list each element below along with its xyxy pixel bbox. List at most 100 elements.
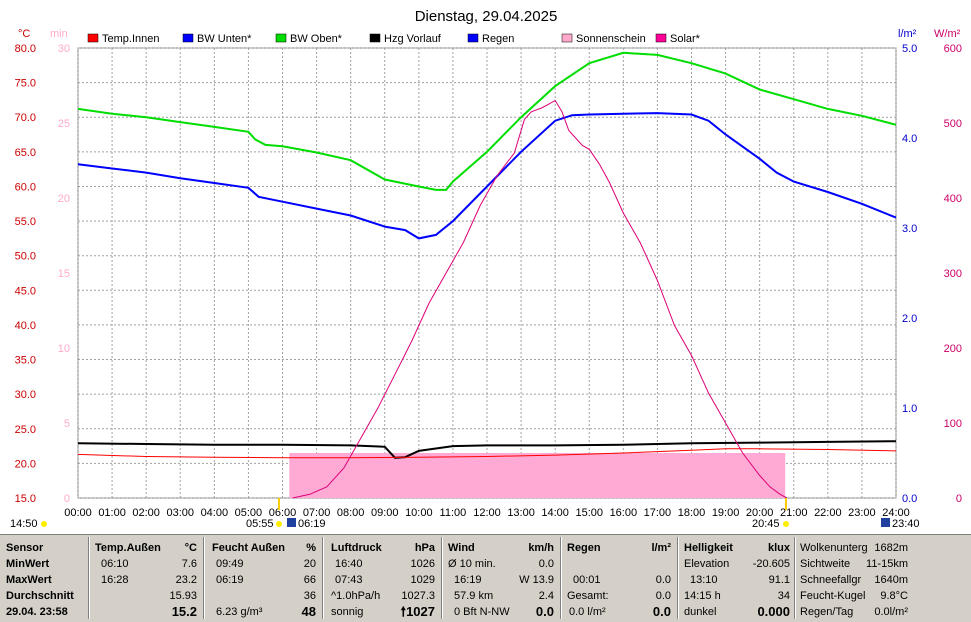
extra-column: Wolkenunterg 1682m Sichtweite 11-15km Schn…: [800, 539, 910, 619]
x-tick-label: 01:00: [98, 507, 126, 519]
sunshine-hours: 14:15 h: [684, 590, 721, 602]
cloudbase-label: Wolkenunterg: [800, 542, 868, 554]
rainday-label: Regen/Tag: [800, 606, 854, 618]
humidity-abs: 6.23 g/m³: [216, 606, 263, 618]
cloudbase-value: 1682m: [874, 542, 908, 554]
rain-total: 0.0: [655, 590, 671, 602]
rain-column: Regen l/m² 00:01 0.0 Gesamt: 0.0 0.0 l/m² 0.…: [565, 539, 675, 619]
y-tick-label-c: 20.0: [15, 458, 36, 470]
y-tick-label-c: 70.0: [15, 112, 36, 124]
y-tick-label-c: 15.0: [15, 493, 36, 505]
pressure-unit: hPa: [414, 542, 435, 554]
light-current: 0.000: [757, 604, 790, 619]
axis-label-lm2: l/m²: [898, 28, 917, 40]
axis-label-wm2: W/m²: [934, 28, 961, 40]
x-tick-label: 23:00: [848, 507, 876, 519]
series-line-temp-innen: [77, 448, 897, 459]
rainday-value: 0.0l/m²: [874, 606, 908, 618]
x-tick-label: 11:00: [440, 507, 467, 519]
y-tick-label-min: 10: [58, 343, 70, 355]
rain-unit: l/m²: [651, 542, 671, 554]
pressure-arrow-icon: 🠕: [400, 604, 407, 619]
y-tick-label-c: 55.0: [15, 216, 36, 228]
series-line-bw-unten: [77, 112, 897, 240]
temp-column: Temp.Außen °C 06:10 7.6 16:28 23.2 15.93 15…: [93, 539, 201, 619]
y-tick-label-c: 50.0: [15, 251, 36, 263]
x-tick-label: 16:00: [610, 507, 638, 519]
light-unit: klux: [767, 542, 790, 554]
sunrise-icon: [276, 521, 282, 527]
rain-current: 0.0: [652, 604, 671, 619]
legend-label: Solar*: [670, 33, 701, 45]
chart-series: [77, 51, 897, 499]
series-line-solar: [292, 99, 788, 499]
humidity-column: Feucht Außen% 09:49 20 06:19 66 36 6.23 g/…: [208, 539, 320, 619]
y-tick-label-c: 45.0: [15, 285, 36, 297]
y-tick-label-lm2: 0.0: [902, 493, 917, 505]
x-tick-label: 13:00: [507, 507, 535, 519]
axis-label-c: °C: [18, 28, 30, 40]
temp-max-time: 16:28: [101, 574, 129, 586]
moon-icon: [287, 518, 296, 527]
humidity-min-time: 09:49: [216, 558, 244, 570]
visibility-label: Sichtweite: [800, 558, 851, 570]
temp-avg: 15.93: [169, 590, 197, 602]
y-tick-label-min: 20: [58, 193, 70, 205]
light-header: Helligkeit: [684, 542, 733, 554]
y-tick-label-lm2: 4.0: [902, 133, 917, 145]
pressure-min: 1026: [410, 558, 435, 570]
sunset-icon: [783, 521, 789, 527]
y-tick-label-lm2: 5.0: [902, 43, 917, 55]
sunshine-bars: [289, 453, 786, 498]
start-time-label: 14:50: [10, 518, 38, 530]
legend-swatch: [467, 33, 479, 43]
legend-swatch: [561, 33, 573, 43]
x-tick-label: 21:00: [780, 507, 808, 519]
snowline-value: 1640m: [874, 574, 908, 586]
wind-distance: 57.9 km: [454, 590, 494, 602]
wind-header: Wind: [448, 542, 475, 554]
sunset-label: 20:45: [752, 518, 780, 530]
x-tick-label: 03:00: [166, 507, 194, 519]
current-timestamp: 29.04. 23:58: [6, 606, 68, 618]
y-tick-label-c: 40.0: [15, 320, 36, 332]
y-tick-label-wm2: 0: [956, 493, 962, 505]
y-tick-label-min: 25: [58, 118, 70, 130]
x-tick-label: 08:00: [337, 507, 365, 519]
pressure-trend: ^1.0hPa/h: [331, 590, 381, 602]
legend-swatch: [182, 33, 194, 43]
mark-2340-label: 23:40: [892, 518, 920, 530]
sunrise-label: 05:55: [246, 518, 274, 530]
light-max: 91.1: [768, 574, 790, 586]
legend-swatch: [655, 33, 667, 43]
light-max-time: 13:10: [690, 574, 718, 586]
axis-label-min: min: [50, 28, 68, 40]
legend-swatch: [369, 33, 381, 43]
humidity-current: 48: [301, 604, 316, 619]
x-tick-label: 05:00: [235, 507, 263, 519]
temp-min: 7.6: [181, 558, 197, 570]
legend-swatch: [275, 33, 287, 43]
y-tick-label-c: 75.0: [15, 78, 36, 90]
sensor-header: Sensor: [6, 542, 44, 554]
wind-unit: km/h: [528, 542, 554, 554]
x-tick-label: 20:00: [746, 507, 774, 519]
rain-time: 00:01: [573, 574, 601, 586]
temp-min-time: 06:10: [101, 558, 129, 570]
wind-beaufort: 0 Bft N-NW: [454, 606, 510, 618]
humidity-unit: %: [306, 542, 316, 554]
y-tick-label-wm2: 100: [944, 418, 962, 430]
wetbulb-value: 9.8°C: [880, 590, 908, 602]
x-tick-label: 02:00: [132, 507, 160, 519]
y-tick-label-min: 5: [64, 418, 70, 430]
light-avg: 34: [777, 590, 790, 602]
y-tick-label-min: 15: [58, 268, 70, 280]
summary-panel: Sensor MinWert MaxWert Durchschnitt 29.0…: [0, 534, 971, 622]
wind-avg-label: Ø 10 min.: [448, 558, 496, 570]
y-tick-label-min: 30: [58, 43, 70, 55]
x-tick-label: 06:00: [269, 507, 297, 519]
y-tick-label-lm2: 3.0: [902, 223, 917, 235]
x-tick-label: 09:00: [371, 507, 399, 519]
humidity-min: 20: [303, 558, 316, 570]
pressure-max: 1029: [410, 574, 435, 586]
